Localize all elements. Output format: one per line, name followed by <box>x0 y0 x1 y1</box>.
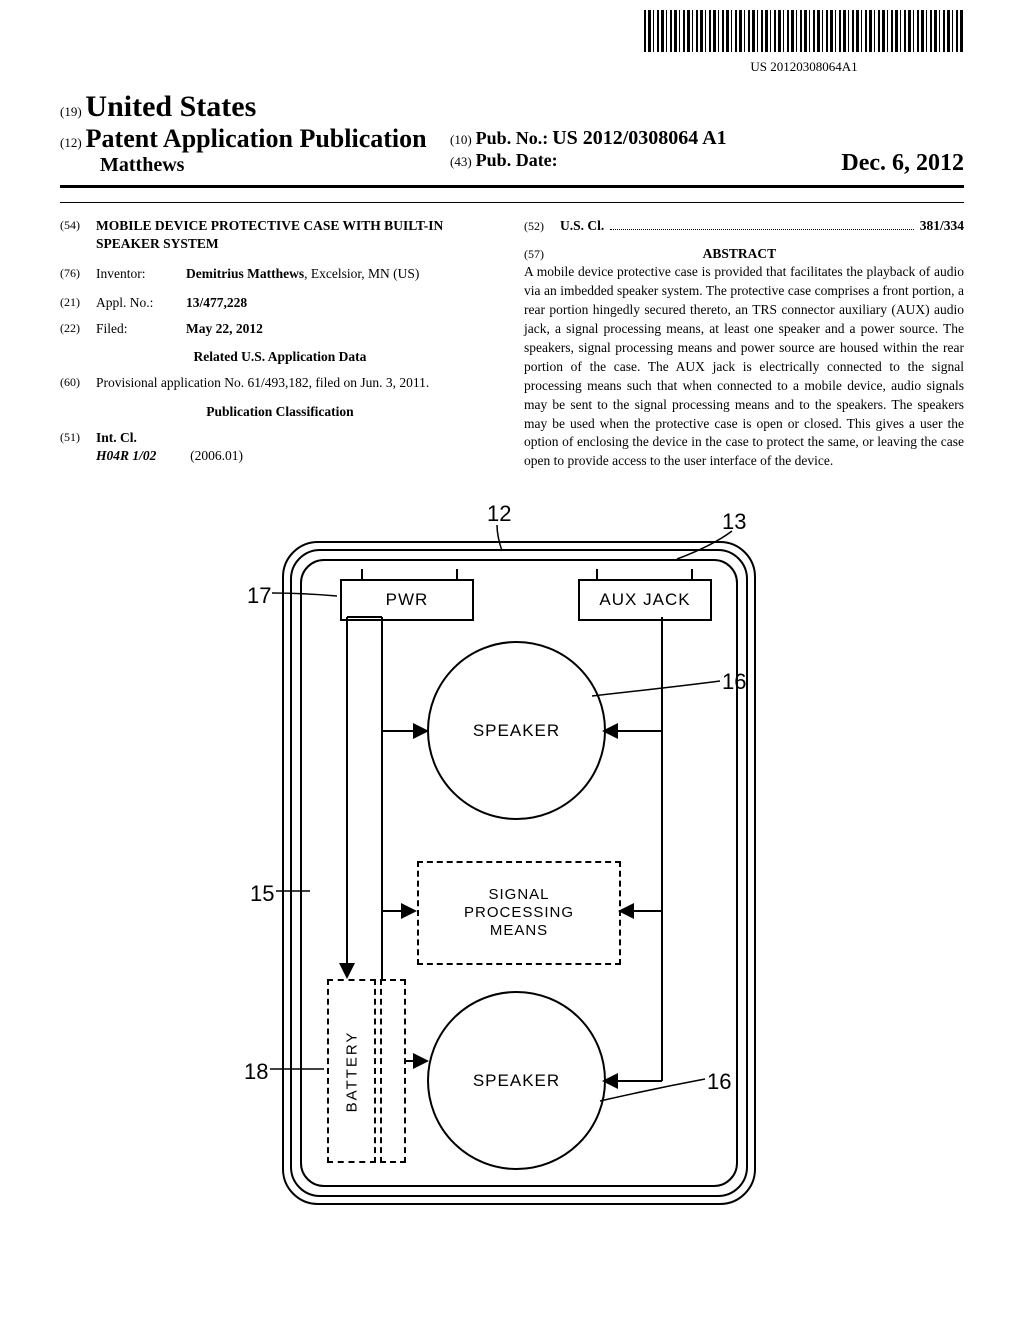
inventor-name: Demitrius Matthews <box>186 266 304 281</box>
intcl-code: H04R 1/02 <box>96 448 156 463</box>
ref-17: 17 <box>247 583 271 609</box>
intcl-year: (2006.01) <box>190 448 243 463</box>
author-name: Matthews <box>100 154 184 176</box>
battery-inner <box>380 979 406 1163</box>
uscl-dots <box>610 229 913 230</box>
filed-num: (22) <box>60 320 96 338</box>
aux-label: AUX JACK <box>599 590 690 610</box>
inventor-loc: , Excelsior, MN (US) <box>304 266 419 281</box>
abstract-heading: ABSTRACT <box>563 245 915 263</box>
intcl-num: (51) <box>60 429 96 447</box>
filed-label: Filed: <box>96 320 186 338</box>
speaker-bottom-label: SPEAKER <box>473 1071 560 1091</box>
abstract-text: A mobile device protective case is provi… <box>524 263 964 471</box>
signal-l2: PROCESSING <box>464 904 574 922</box>
rule-thin <box>60 202 964 203</box>
uscl-num: (52) <box>524 218 560 234</box>
ref-15: 15 <box>250 881 274 907</box>
signal-processing-block: SIGNAL PROCESSING MEANS <box>417 861 621 965</box>
filed-value: May 22, 2012 <box>186 320 500 338</box>
aux-block: AUX JACK <box>578 579 712 621</box>
related-heading: Related U.S. Application Data <box>60 348 500 366</box>
rule-thick <box>60 185 964 188</box>
country: United States <box>85 90 256 123</box>
barcode <box>644 10 964 52</box>
left-column: (54) MOBILE DEVICE PROTECTIVE CASE WITH … <box>60 217 500 471</box>
pubdate-num: (43) <box>450 154 472 169</box>
pub-type-num: (12) <box>60 135 82 150</box>
inventor-num: (76) <box>60 265 96 283</box>
class-heading: Publication Classification <box>60 403 500 421</box>
speaker-bottom: SPEAKER <box>427 991 606 1170</box>
right-column: (52) U.S. Cl. 381/334 (57) ABSTRACT A mo… <box>524 217 964 471</box>
abstract-num: (57) <box>524 246 560 262</box>
battery-block: BATTERY <box>327 979 376 1163</box>
pwr-label: PWR <box>386 590 429 610</box>
figure: 12 13 17 16 15 18 16 PWR AUX JACK SPEAKE… <box>232 501 792 1221</box>
appl-num-label: (21) <box>60 294 96 312</box>
inventor-label: Inventor: <box>96 265 186 283</box>
pubdate-label: Pub. Date: <box>476 150 558 170</box>
intcl-label: Int. Cl. <box>96 429 500 447</box>
ref-12: 12 <box>487 501 511 527</box>
pubdate-value: Dec. 6, 2012 <box>841 150 964 177</box>
appl-value: 13/477,228 <box>186 294 500 312</box>
invention-title: MOBILE DEVICE PROTECTIVE CASE WITH BUILT… <box>96 217 500 253</box>
uscl-label: U.S. Cl. <box>560 217 604 235</box>
ref-18: 18 <box>244 1059 268 1085</box>
title-num: (54) <box>60 217 96 253</box>
appl-label: Appl. No.: <box>96 294 186 312</box>
pubno-value: US 2012/0308064 A1 <box>552 127 726 149</box>
pwr-block: PWR <box>340 579 474 621</box>
barcode-block: US 20120308064A1 <box>644 10 964 75</box>
prov-text: Provisional application No. 61/493,182, … <box>96 374 500 392</box>
speaker-top: SPEAKER <box>427 641 606 820</box>
prov-num: (60) <box>60 374 96 392</box>
pubno-label: Pub. No.: <box>476 128 549 148</box>
pub-type-title: Patent Application Publication <box>86 124 427 153</box>
uscl-value: 381/334 <box>920 217 964 235</box>
barcode-text: US 20120308064A1 <box>644 59 964 75</box>
signal-l1: SIGNAL <box>488 886 549 904</box>
speaker-top-label: SPEAKER <box>473 721 560 741</box>
signal-l3: MEANS <box>490 922 548 940</box>
pubno-num: (10) <box>450 132 472 147</box>
ref-13: 13 <box>722 509 746 535</box>
battery-label: BATTERY <box>343 1030 360 1112</box>
country-num: (19) <box>60 104 82 119</box>
